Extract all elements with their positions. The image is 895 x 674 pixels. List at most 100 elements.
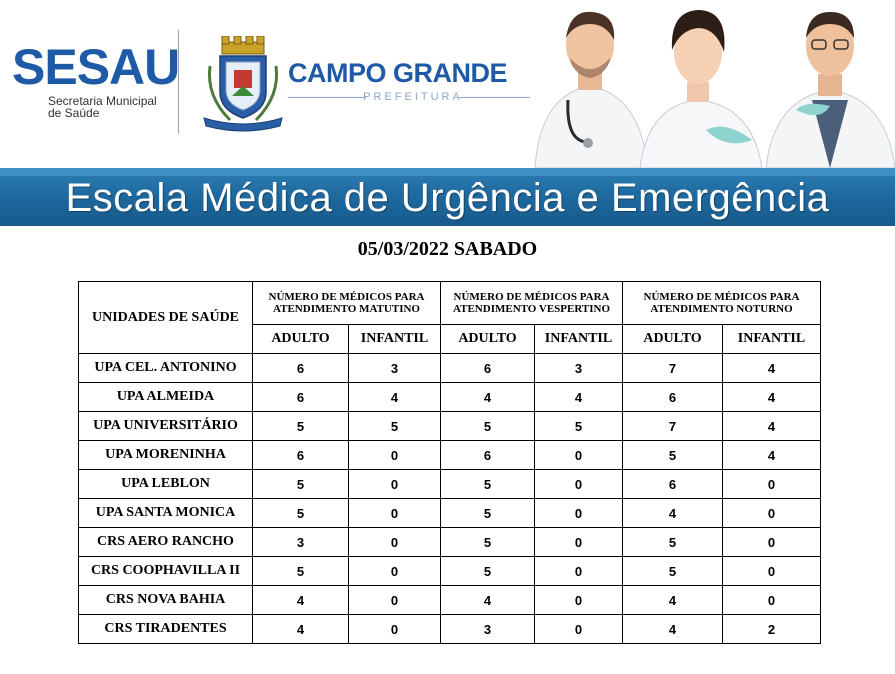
doctor-count-cell: 5 [622, 440, 724, 470]
doctor-count-cell: 4 [622, 614, 724, 644]
health-unit-name: CRS TIRADENTES [78, 614, 253, 644]
doctor-count-cell: 0 [722, 556, 822, 586]
health-unit-name: CRS NOVA BAHIA [78, 585, 253, 615]
doctor-count-cell: 0 [348, 440, 441, 470]
doctor-count-cell: 7 [622, 411, 724, 441]
doctor-count-cell: 4 [440, 585, 535, 615]
doctor-count-cell: 5 [252, 469, 349, 499]
health-unit-name: UPA LEBLON [78, 469, 253, 499]
doctor-count-cell: 3 [252, 527, 349, 557]
doctor-count-cell: 4 [252, 585, 349, 615]
doctor-count-cell: 5 [252, 411, 349, 441]
doctor-count-cell: 0 [348, 614, 441, 644]
sesau-subtitle-line1: Secretaria Municipal [48, 94, 157, 108]
doctor-count-cell: 0 [722, 585, 822, 615]
sesau-logo: SESAU [12, 39, 180, 95]
doctor-count-cell: 4 [348, 382, 441, 412]
doctor-count-cell: 3 [533, 353, 624, 383]
table-row: UPA SANTA MONICA 5 0 5 0 4 0 [78, 498, 822, 528]
subheader-infantil: INFANTIL [722, 324, 822, 354]
doctor-count-cell: 5 [440, 556, 535, 586]
doctor-count-cell: 0 [533, 527, 624, 557]
subheader-infantil: INFANTIL [533, 324, 624, 354]
doctor-count-cell: 0 [533, 614, 624, 644]
schedule-table: UNIDADES DE SAÚDE NÚMERO DE MÉDICOS PARA… [78, 281, 822, 644]
doctor-count-cell: 3 [348, 353, 441, 383]
doctor-count-cell: 6 [252, 440, 349, 470]
subheader-infantil: INFANTIL [348, 324, 441, 354]
banner-stripe [0, 168, 895, 176]
table-subheader-row: ADULTO INFANTIL ADULTO INFANTIL ADULTO I… [79, 324, 822, 354]
table-row: UPA CEL. ANTONINO 6 3 6 3 7 4 [78, 353, 822, 383]
doctor-1-figure [534, 11, 649, 168]
table-row: CRS COOPHAVILLA II 5 0 5 0 5 0 [78, 556, 822, 586]
table-row: UPA MORENINHA 6 0 6 0 5 4 [78, 440, 822, 470]
title-banner [0, 168, 895, 226]
schedule-date: 05/03/2022 SABADO [357, 238, 538, 260]
doctor-count-cell: 6 [440, 440, 535, 470]
table-header-row: UNIDADES DE SAÚDE NÚMERO DE MÉDICOS PARA… [78, 281, 822, 354]
doctor-2-figure [639, 10, 763, 168]
health-unit-name: CRS AERO RANCHO [78, 527, 253, 557]
doctor-count-cell: 4 [252, 614, 349, 644]
doctor-count-cell: 0 [722, 469, 822, 499]
doctor-count-cell: 2 [722, 614, 822, 644]
doctor-3-figure [765, 12, 895, 168]
doctor-count-cell: 5 [252, 498, 349, 528]
sesau-subtitle: Secretaria Municipal de Saúde [48, 95, 157, 119]
city-subtitle: PREFEITURA [363, 91, 463, 103]
doctor-count-cell: 0 [348, 498, 441, 528]
doctor-count-cell: 4 [622, 498, 724, 528]
doctor-count-cell: 6 [252, 382, 349, 412]
health-unit-name: UPA UNIVERSITÁRIO [78, 411, 253, 441]
health-unit-name: UPA ALMEIDA [78, 382, 253, 412]
table-body: UPA CEL. ANTONINO 6 3 6 3 7 4 UPA ALMEIDA 6 4 4 4 6 4… [78, 353, 822, 644]
table-row: CRS TIRADENTES 4 0 3 0 4 2 [78, 614, 822, 644]
doctor-count-cell: 7 [622, 353, 724, 383]
table-row: UPA ALMEIDA 6 4 4 4 6 4 [78, 382, 822, 412]
page-header: SESAU Secretaria Municipal de Saúde CAMP… [0, 0, 895, 168]
table-row: UPA UNIVERSITÁRIO 5 5 5 5 7 4 [78, 411, 822, 441]
doctor-count-cell: 5 [440, 527, 535, 557]
doctor-count-cell: 0 [348, 556, 441, 586]
doctor-count-cell: 0 [722, 498, 822, 528]
health-unit-name: CRS COOPHAVILLA II [78, 556, 253, 586]
doctor-count-cell: 4 [440, 382, 535, 412]
doctor-count-cell: 4 [722, 411, 822, 441]
doctor-count-cell: 0 [348, 585, 441, 615]
doctor-count-cell: 6 [440, 353, 535, 383]
doctor-count-cell: 0 [533, 498, 624, 528]
doctor-count-cell: 0 [533, 469, 624, 499]
banner-title: Escala Médica de Urgência e Emergência [65, 176, 830, 220]
health-unit-name: UPA CEL. ANTONINO [78, 353, 253, 383]
logo-divider [178, 30, 179, 134]
doctor-count-cell: 6 [622, 382, 724, 412]
doctor-count-cell: 4 [722, 440, 822, 470]
subheader-adulto: ADULTO [622, 324, 724, 354]
doctor-count-cell: 5 [622, 527, 724, 557]
group-header-matutino: NÚMERO DE MÉDICOS PARA ATENDIMENTO MATUT… [252, 281, 441, 325]
unit-column-header: UNIDADES DE SAÚDE [78, 281, 253, 354]
doctor-count-cell: 3 [440, 614, 535, 644]
doctor-count-cell: 5 [440, 411, 535, 441]
doctor-count-cell: 4 [722, 382, 822, 412]
group-header-vespertino: NÚMERO DE MÉDICOS PARA ATENDIMENTO VESPE… [439, 281, 624, 325]
doctor-count-cell: 0 [348, 527, 441, 557]
city-name: CAMPO GRANDE [288, 58, 508, 88]
health-unit-name: UPA SANTA MONICA [78, 498, 253, 528]
table-row: CRS AERO RANCHO 3 0 5 0 5 0 [78, 527, 822, 557]
doctor-count-cell: 5 [348, 411, 441, 441]
city-crest-icon [203, 36, 283, 132]
doctor-count-cell: 5 [622, 556, 724, 586]
subheader-adulto: ADULTO [440, 324, 535, 354]
city-subtitle-line-right [460, 97, 538, 98]
doctor-count-cell: 4 [533, 382, 624, 412]
doctor-count-cell: 5 [440, 469, 535, 499]
table-row: CRS NOVA BAHIA 4 0 4 0 4 0 [78, 585, 822, 615]
group-header-noturno: NÚMERO DE MÉDICOS PARA ATENDIMENTO NOTUR… [622, 281, 822, 325]
doctors-photo [530, 0, 895, 168]
doctor-count-cell: 4 [622, 585, 724, 615]
sesau-subtitle-line2: de Saúde [48, 106, 100, 120]
doctor-count-cell: 0 [533, 440, 624, 470]
doctor-count-cell: 5 [533, 411, 624, 441]
